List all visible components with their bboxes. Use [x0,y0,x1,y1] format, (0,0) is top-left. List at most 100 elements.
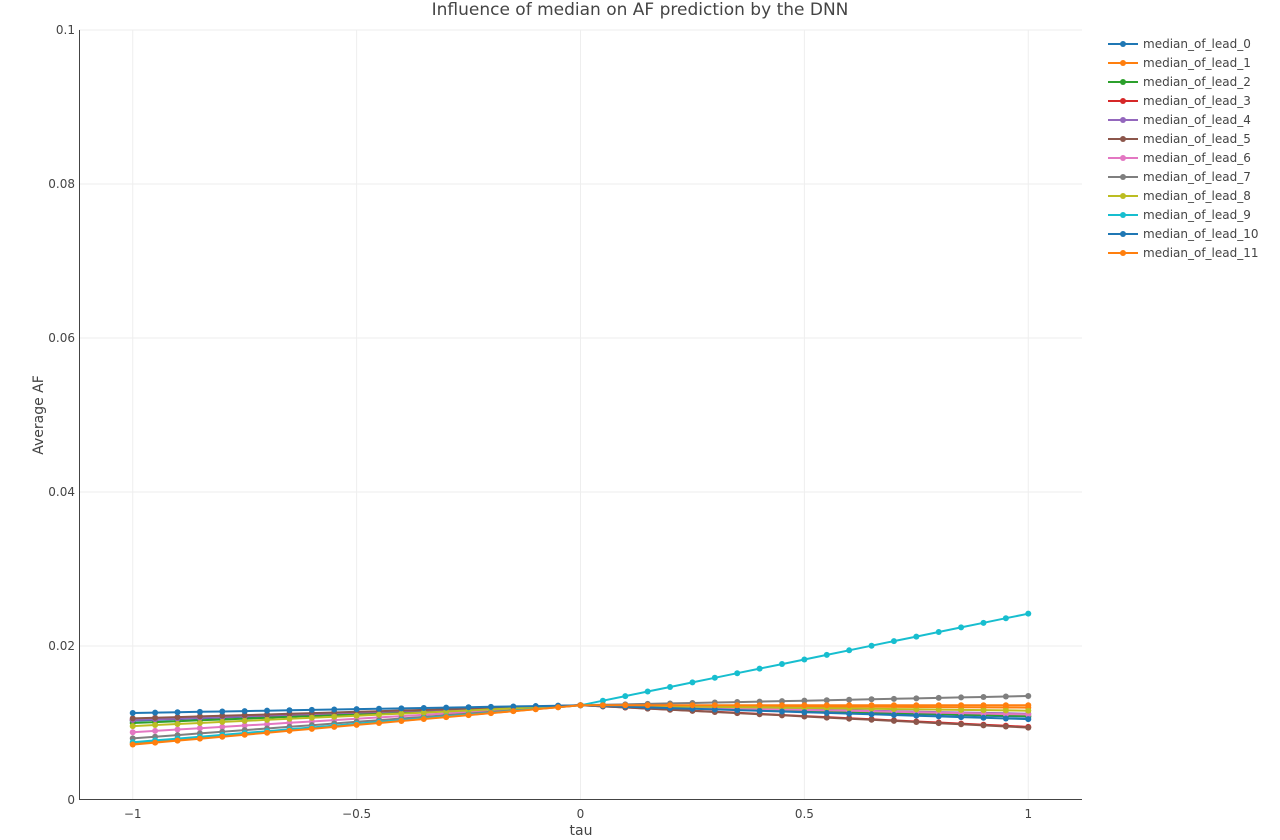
data-point[interactable] [801,709,808,716]
data-point[interactable] [219,733,226,740]
data-point[interactable] [1025,693,1032,700]
data-point[interactable] [958,694,965,701]
data-point[interactable] [823,651,830,658]
legend-item[interactable]: median_of_lead_11 [1108,246,1259,260]
data-point[interactable] [532,706,539,713]
data-point[interactable] [935,694,942,701]
data-point[interactable] [398,705,405,712]
data-point[interactable] [241,708,248,715]
legend-item[interactable]: median_of_lead_5 [1108,132,1251,146]
data-point[interactable] [196,735,203,742]
data-point[interactable] [196,713,203,720]
data-point[interactable] [219,723,226,730]
data-point[interactable] [711,674,718,681]
data-point[interactable] [890,702,897,709]
data-point[interactable] [398,710,405,717]
data-point[interactable] [465,704,472,711]
legend-item[interactable]: median_of_lead_2 [1108,75,1251,89]
data-point[interactable] [174,721,181,728]
data-point[interactable] [778,661,785,668]
legend-item[interactable]: median_of_lead_1 [1108,56,1251,70]
data-point[interactable] [644,688,651,695]
data-point[interactable] [129,715,136,722]
data-point[interactable] [331,713,338,720]
data-point[interactable] [890,638,897,645]
data-point[interactable] [980,714,987,721]
data-point[interactable] [868,716,875,723]
data-point[interactable] [510,708,517,715]
data-point[interactable] [846,696,853,703]
data-point[interactable] [756,665,763,672]
data-point[interactable] [219,708,226,715]
data-point[interactable] [935,720,942,727]
legend[interactable]: median_of_lead_0 median_of_lead_1 median_o… [1108,37,1259,260]
data-point[interactable] [913,633,920,640]
data-point[interactable] [376,711,383,718]
data-point[interactable] [264,721,271,728]
data-point[interactable] [264,707,271,714]
data-point[interactable] [801,702,808,709]
data-point[interactable] [1025,716,1032,723]
data-point[interactable] [353,706,360,713]
data-point[interactable] [174,726,181,733]
data-point[interactable] [196,708,203,715]
data-point[interactable] [152,709,159,716]
data-point[interactable] [353,721,360,728]
data-point[interactable] [890,711,897,718]
data-point[interactable] [890,717,897,724]
legend-item[interactable]: median_of_lead_3 [1108,94,1251,108]
data-point[interactable] [801,656,808,663]
data-point[interactable] [913,695,920,702]
data-point[interactable] [465,712,472,719]
data-point[interactable] [778,708,785,715]
data-point[interactable] [1002,615,1009,622]
data-point[interactable] [846,710,853,717]
data-point[interactable] [331,723,338,730]
data-point[interactable] [219,718,226,725]
data-point[interactable] [1002,715,1009,722]
data-point[interactable] [129,723,136,730]
data-point[interactable] [868,642,875,649]
data-point[interactable] [196,719,203,726]
data-point[interactable] [577,702,584,709]
data-point[interactable] [241,717,248,724]
data-point[interactable] [711,706,718,713]
data-point[interactable] [801,697,808,704]
data-point[interactable] [958,706,965,713]
data-point[interactable] [823,697,830,704]
data-point[interactable] [644,702,651,709]
data-point[interactable] [510,703,517,710]
data-point[interactable] [420,709,427,716]
data-point[interactable] [286,715,293,722]
data-point[interactable] [846,702,853,709]
data-point[interactable] [689,679,696,686]
data-point[interactable] [331,706,338,713]
data-point[interactable] [398,717,405,724]
data-point[interactable] [756,702,763,709]
data-point[interactable] [958,624,965,631]
data-point[interactable] [913,702,920,709]
data-point[interactable] [980,619,987,626]
data-point[interactable] [667,702,674,709]
data-point[interactable] [734,670,741,677]
data-point[interactable] [241,722,248,729]
data-point[interactable] [420,716,427,723]
data-point[interactable] [1025,702,1032,709]
legend-item[interactable]: median_of_lead_0 [1108,37,1251,51]
data-point[interactable] [734,707,741,714]
data-point[interactable] [196,725,203,732]
data-point[interactable] [376,705,383,712]
data-point[interactable] [868,702,875,709]
data-point[interactable] [622,693,629,700]
data-point[interactable] [308,706,315,713]
data-point[interactable] [376,719,383,726]
legend-item[interactable]: median_of_lead_9 [1108,208,1251,222]
data-point[interactable] [420,704,427,711]
data-point[interactable] [913,712,920,719]
data-point[interactable] [846,647,853,654]
data-point[interactable] [286,707,293,714]
data-point[interactable] [801,713,808,720]
plot-area[interactable] [129,610,1032,748]
data-point[interactable] [667,683,674,690]
legend-item[interactable]: median_of_lead_6 [1108,151,1251,165]
